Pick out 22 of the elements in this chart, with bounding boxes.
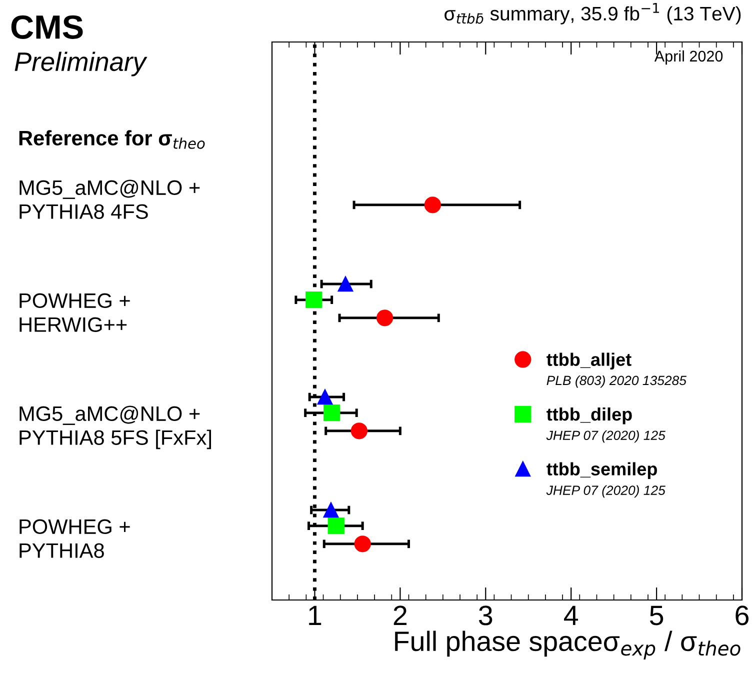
annotation: JHEP 07 (2020) 125 bbox=[546, 430, 666, 443]
x-tick-label: 2 bbox=[394, 606, 407, 625]
annotation: JHEP 07 (2020) 125 bbox=[546, 485, 666, 498]
x-tick-label: 3 bbox=[478, 606, 492, 626]
y-tick-label: MG5_aMC@NLO + PYTHIA8 4FS bbox=[20, 180, 200, 219]
text: April 2020 bbox=[654, 50, 723, 65]
chart-title: σ$_{tt̄bb̄}$ summary, 35.9 fb$^{−1}$ (13 TeV) bbox=[444, 3, 741, 24]
x-axis-title: Full phase spaceσ$_{exp}$ / σ$_{theo}$ bbox=[395, 630, 740, 660]
legend-label: ttbb_dilep bbox=[546, 407, 632, 424]
y-tick-label: MG5_aMC@NLO + PYTHIA8 5FS [FxFx] bbox=[20, 406, 211, 450]
x-tick-label: 4 bbox=[564, 606, 578, 625]
y-tick-label: POWHEG + PYTHIA8 bbox=[20, 519, 130, 558]
text: CMS bbox=[11, 15, 83, 39]
y-tick-label: POWHEG + HERWIG++ bbox=[20, 293, 130, 332]
text: Preliminary bbox=[14, 52, 148, 76]
legend-label: ttbb_semilep bbox=[546, 462, 657, 480]
annotation: PLB (803) 2020 135285 bbox=[546, 375, 686, 388]
x-tick-label: 5 bbox=[650, 606, 664, 626]
x-tick-label: 1 bbox=[309, 606, 322, 625]
y-axis-title: Reference for σ$_{theo}$ bbox=[19, 130, 205, 149]
legend-label: ttbb_alljet bbox=[546, 352, 632, 370]
x-tick-label: 6 bbox=[736, 606, 749, 626]
